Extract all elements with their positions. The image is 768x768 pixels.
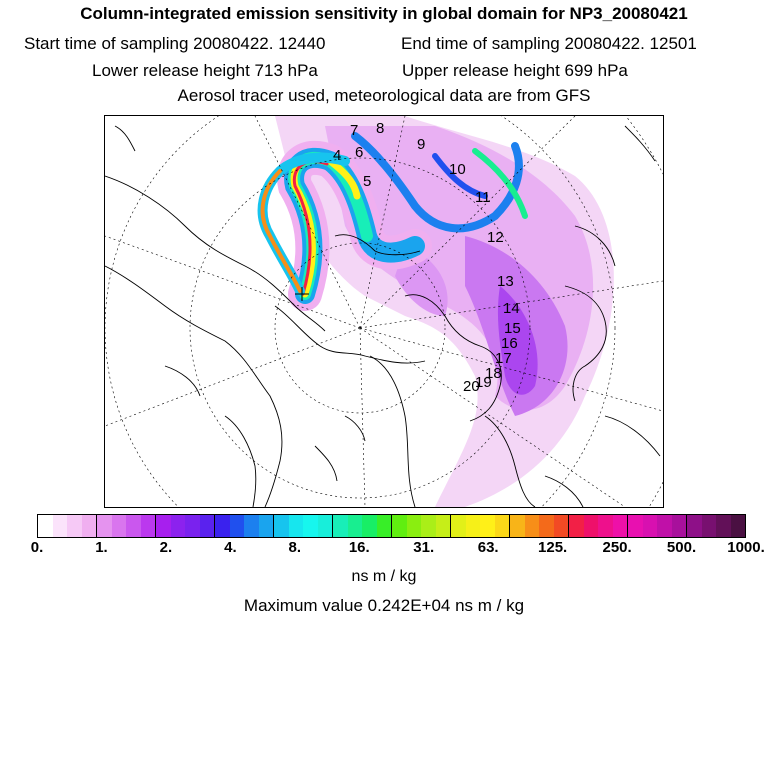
trajectory-label-11: 11 xyxy=(475,189,491,206)
colorbar-swatch xyxy=(111,515,126,537)
colorbar-tick-label: 8. xyxy=(288,539,302,556)
colorbar-swatch xyxy=(376,515,392,537)
colorbar-swatch xyxy=(274,515,289,537)
colorbar-swatch xyxy=(362,515,377,537)
trajectory-label-16: 16 xyxy=(501,335,518,352)
colorbar-swatch xyxy=(465,515,480,537)
colorbar-swatch xyxy=(612,515,628,537)
colorbar-swatch xyxy=(451,515,466,537)
upper-height-label: Upper release height 699 hPa xyxy=(402,61,628,80)
colorbar-swatch xyxy=(126,515,141,537)
colorbar-swatch xyxy=(553,515,569,537)
colorbar-swatch xyxy=(229,515,244,537)
release-location-marker xyxy=(295,287,309,301)
colorbar-swatch xyxy=(435,515,451,537)
sensitivity-map: 7 8 4 6 9 5 10 11 12 13 14 15 16 17 18 1… xyxy=(104,115,664,508)
colorbar-swatch xyxy=(583,515,598,537)
colorbar-tick-label: 1. xyxy=(95,539,108,556)
trajectory-label-18: 18 xyxy=(485,365,502,382)
colorbar-tick-label: 0. xyxy=(30,539,44,556)
colorbar-swatch xyxy=(156,515,171,537)
map-canvas: 7 8 4 6 9 5 10 11 12 13 14 15 16 17 18 1… xyxy=(105,116,663,507)
colorbar-swatch xyxy=(52,515,67,537)
colorbar-tick-label: 125. xyxy=(538,539,568,556)
trajectory-label-5: 5 xyxy=(363,173,371,190)
colorbar-swatch xyxy=(288,515,303,537)
colorbar-swatch xyxy=(730,515,745,537)
trajectory-label-10: 10 xyxy=(449,161,466,178)
start-time-label: Start time of sampling 20080422. 12440 xyxy=(24,34,326,53)
maximum-value-note: Maximum value 0.242E+04 ns m / kg xyxy=(243,596,525,615)
colorbar-swatch xyxy=(628,515,643,537)
colorbar xyxy=(37,514,746,538)
colorbar-swatch xyxy=(701,515,716,537)
colorbar-swatch xyxy=(569,515,584,537)
trajectory-label-19: 19 xyxy=(475,374,492,391)
colorbar-swatch xyxy=(303,515,318,537)
colorbar-swatch xyxy=(185,515,200,537)
colorbar-tick-labels: 0. 1. 2. 4. 8. 16. 31. 63. 125. 250. 500. 1000. xyxy=(0,539,768,559)
colorbar-swatch xyxy=(170,515,185,537)
colorbar-swatch xyxy=(81,515,97,537)
colorbar-swatch xyxy=(524,515,539,537)
colorbar-swatch xyxy=(140,515,156,537)
tracer-note: Aerosol tracer used, meteorological data… xyxy=(177,86,591,105)
trajectory-label-20: 20 xyxy=(463,378,480,395)
colorbar-swatch xyxy=(716,515,731,537)
trajectory-labels: 7 8 4 6 9 5 10 11 12 13 14 15 16 17 18 1… xyxy=(333,120,521,395)
colorbar-swatch xyxy=(97,515,112,537)
colorbar-swatch xyxy=(406,515,421,537)
colorbar-swatch xyxy=(317,515,333,537)
colorbar-swatch xyxy=(215,515,230,537)
trajectory-label-6: 6 xyxy=(355,144,363,161)
colorbar-swatch xyxy=(244,515,259,537)
colorbar-swatch xyxy=(494,515,510,537)
trajectory-label-9: 9 xyxy=(417,136,425,153)
trajectory-label-13: 13 xyxy=(497,273,514,290)
colorbar-swatch xyxy=(598,515,613,537)
colorbar-units: ns m / kg xyxy=(351,568,417,585)
colorbar-swatch xyxy=(392,515,407,537)
coastlines xyxy=(105,125,661,507)
colorbar-swatch xyxy=(38,515,53,537)
trajectory-label-4: 4 xyxy=(333,147,341,164)
trajectory-label-8: 8 xyxy=(376,120,384,137)
sensitivity-plume-core xyxy=(257,132,528,311)
colorbar-tick-label: 1000. xyxy=(727,539,765,556)
trajectory-label-14: 14 xyxy=(503,300,520,317)
colorbar-swatch xyxy=(333,515,348,537)
colorbar-swatch xyxy=(642,515,657,537)
colorbar-tick-label: 2. xyxy=(159,539,173,556)
trajectory-label-17: 17 xyxy=(495,350,512,367)
trajectory-label-15: 15 xyxy=(504,320,521,337)
colorbar-tick-label: 63. xyxy=(477,539,499,556)
colorbar-swatch xyxy=(421,515,436,537)
colorbar-swatch xyxy=(539,515,554,537)
colorbar-swatch xyxy=(657,515,672,537)
colorbar-tick-label: 31. xyxy=(413,539,435,556)
trajectory-label-12: 12 xyxy=(487,229,504,246)
trajectory-label-7: 7 xyxy=(350,122,358,139)
colorbar-tick-label: 4. xyxy=(224,539,237,556)
colorbar-swatch xyxy=(199,515,215,537)
colorbar-swatch xyxy=(347,515,362,537)
colorbar-tick-label: 16. xyxy=(348,539,370,556)
end-time-label: End time of sampling 20080422. 12501 xyxy=(401,34,697,53)
colorbar-swatch xyxy=(510,515,525,537)
colorbar-swatch xyxy=(67,515,82,537)
colorbar-swatch xyxy=(258,515,274,537)
colorbar-swatch xyxy=(671,515,687,537)
map-title: Column-integrated emission sensitivity i… xyxy=(80,4,688,23)
colorbar-tick-label: 250. xyxy=(602,539,632,556)
colorbar-tick-label: 500. xyxy=(666,539,697,556)
lower-height-label: Lower release height 713 hPa xyxy=(92,61,318,80)
colorbar-swatch xyxy=(480,515,495,537)
colorbar-swatch xyxy=(687,515,702,537)
sensitivity-plume-low xyxy=(275,116,614,507)
